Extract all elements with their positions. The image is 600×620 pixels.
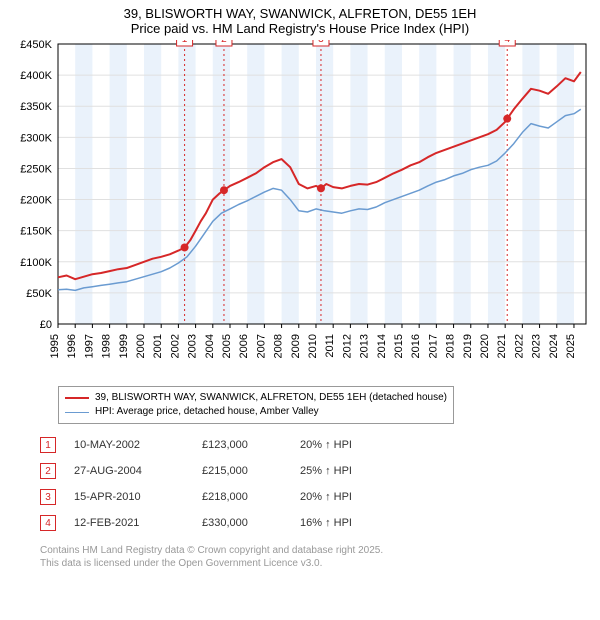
svg-text:2009: 2009 [290,334,302,358]
chart-svg: £0 £50K £100K £150K £200K £250K £300K £350K £400… [10,40,590,380]
title-subtitle: Price paid vs. HM Land Registry's House … [10,21,590,36]
chart: £0 £50K £100K £150K £200K £250K £300K £350K £400… [10,40,590,380]
sales-table: 1 10-MAY-2002 £123,000 20% ↑ HPI 2 27-AUG-200… [40,432,590,536]
legend-item: 39, BLISWORTH WAY, SWANWICK, ALFRETON, D… [65,391,447,405]
svg-text:2012: 2012 [341,334,353,358]
svg-text:2005: 2005 [221,334,233,358]
legend-swatch [65,397,89,399]
legend-item: HPI: Average price, detached house, Ambe… [65,405,447,419]
svg-text:£150K: £150K [20,226,52,238]
svg-text:£350K: £350K [20,101,52,113]
table-row: 1 10-MAY-2002 £123,000 20% ↑ HPI [40,432,590,458]
sale-price: £215,000 [202,465,282,477]
svg-text:2010: 2010 [307,334,319,358]
svg-text:1: 1 [182,40,188,45]
svg-text:2018: 2018 [445,334,457,358]
ref-marker: 4 [40,515,56,531]
sale-price: £330,000 [202,517,282,529]
svg-text:1999: 1999 [118,334,130,358]
svg-text:2015: 2015 [393,334,405,358]
svg-text:2006: 2006 [238,334,250,358]
svg-text:2001: 2001 [152,334,164,358]
svg-text:2022: 2022 [513,334,525,358]
sale-delta: 25% ↑ HPI [300,465,400,477]
table-row: 4 12-FEB-2021 £330,000 16% ↑ HPI [40,510,590,536]
title-block: 39, BLISWORTH WAY, SWANWICK, ALFRETON, D… [10,6,590,36]
svg-text:4: 4 [504,40,510,45]
svg-text:2019: 2019 [462,334,474,358]
svg-text:2011: 2011 [324,334,336,358]
svg-text:£250K: £250K [20,163,52,175]
sale-date: 10-MAY-2002 [74,439,184,451]
svg-text:£0: £0 [40,319,52,331]
svg-text:1997: 1997 [83,334,95,358]
svg-text:2025: 2025 [565,334,577,358]
footer: Contains HM Land Registry data © Crown c… [40,544,590,570]
sale-date: 12-FEB-2021 [74,517,184,529]
svg-text:£450K: £450K [20,40,52,51]
legend-label: 39, BLISWORTH WAY, SWANWICK, ALFRETON, D… [95,391,447,405]
svg-text:3: 3 [318,40,324,45]
legend-label: HPI: Average price, detached house, Ambe… [95,405,319,419]
sale-delta: 20% ↑ HPI [300,439,400,451]
svg-text:£50K: £50K [26,288,52,300]
svg-text:2007: 2007 [255,334,267,358]
svg-text:2023: 2023 [531,334,543,358]
sale-price: £218,000 [202,491,282,503]
sale-delta: 16% ↑ HPI [300,517,400,529]
chart-container: 39, BLISWORTH WAY, SWANWICK, ALFRETON, D… [0,0,600,578]
svg-text:2000: 2000 [135,334,147,358]
legend: 39, BLISWORTH WAY, SWANWICK, ALFRETON, D… [58,386,454,424]
footer-line: This data is licensed under the Open Gov… [40,557,590,570]
sale-delta: 20% ↑ HPI [300,491,400,503]
svg-text:2003: 2003 [187,334,199,358]
svg-text:1995: 1995 [49,334,61,358]
title-address: 39, BLISWORTH WAY, SWANWICK, ALFRETON, D… [10,6,590,21]
ref-marker: 2 [40,463,56,479]
table-row: 3 15-APR-2010 £218,000 20% ↑ HPI [40,484,590,510]
svg-text:2021: 2021 [496,334,508,358]
svg-text:2013: 2013 [359,334,371,358]
svg-text:2014: 2014 [376,334,388,358]
svg-text:1996: 1996 [66,334,78,358]
svg-text:2020: 2020 [479,334,491,358]
svg-text:2002: 2002 [169,334,181,358]
svg-text:2017: 2017 [427,334,439,358]
svg-text:2008: 2008 [273,334,285,358]
svg-text:£200K: £200K [20,195,52,207]
svg-text:£400K: £400K [20,70,52,82]
sale-price: £123,000 [202,439,282,451]
svg-text:1998: 1998 [101,334,113,358]
svg-text:2004: 2004 [204,334,216,358]
ref-marker: 3 [40,489,56,505]
sale-date: 15-APR-2010 [74,491,184,503]
svg-text:£300K: £300K [20,132,52,144]
table-row: 2 27-AUG-2004 £215,000 25% ↑ HPI [40,458,590,484]
svg-text:2024: 2024 [548,334,560,358]
sale-date: 27-AUG-2004 [74,465,184,477]
footer-line: Contains HM Land Registry data © Crown c… [40,544,590,557]
ref-marker: 1 [40,437,56,453]
legend-swatch [65,412,89,413]
svg-text:£100K: £100K [20,257,52,269]
svg-text:2016: 2016 [410,334,422,358]
svg-text:2: 2 [221,40,227,45]
